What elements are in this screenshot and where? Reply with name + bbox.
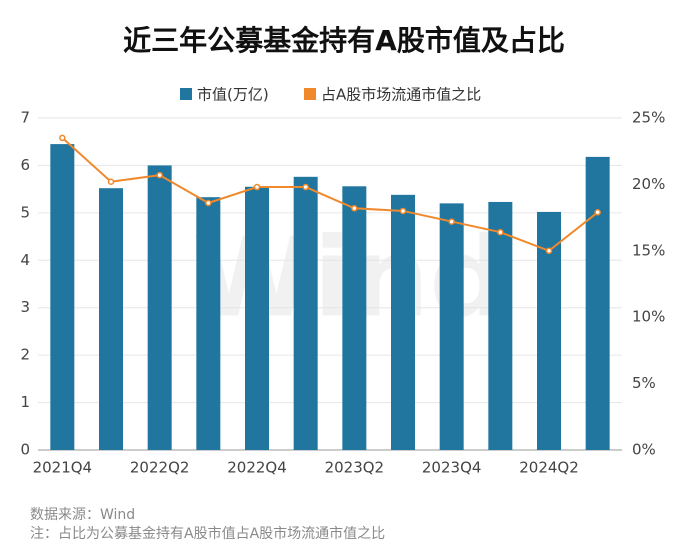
line-marker [253, 183, 261, 191]
bar [585, 156, 610, 451]
line-marker [205, 199, 212, 207]
line-marker [594, 209, 601, 216]
footnote: 注：占比为公募基金持有A股市值占A股市场流通市值之比 [30, 525, 385, 542]
bar [50, 144, 75, 451]
line-marker [302, 183, 309, 191]
x-tick-label: 2024Q2 [519, 459, 579, 477]
line-marker [545, 247, 553, 255]
y-tick-label: 4 [20, 251, 30, 269]
x-tick-label: 2023Q2 [325, 459, 385, 477]
y2-tick-label: 20% [632, 175, 665, 193]
bar [439, 203, 464, 450]
line [61, 137, 599, 252]
y-tick-label: 3 [20, 298, 30, 316]
legend-label: 占A股市场流通市值之比 [321, 86, 481, 104]
line-marker [107, 178, 115, 185]
bar [488, 201, 513, 450]
bar [342, 186, 367, 450]
bar [293, 176, 318, 450]
legend-label: 市值(万亿) [197, 86, 269, 104]
line-marker [351, 205, 358, 212]
x-tick-label: 2022Q2 [130, 459, 190, 477]
y-tick-label: 6 [20, 156, 30, 174]
y2-tick-label: 0% [632, 441, 656, 459]
line-marker [59, 134, 66, 142]
line-marker [156, 171, 163, 179]
bar [147, 165, 172, 450]
chart-title: 近三年公募基金持有A股市值及占比 [123, 24, 565, 57]
x-tick-label: 2023Q4 [422, 459, 482, 477]
x-tick-label: 2021Q4 [33, 459, 93, 477]
line-marker [448, 218, 455, 225]
source-note: 数据来源：Wind [30, 507, 135, 523]
y-tick-label: 2 [20, 346, 30, 364]
bar [196, 197, 221, 450]
bar [391, 194, 415, 450]
legend-swatch [304, 88, 316, 100]
y-tick-label: 0 [20, 441, 30, 459]
legend-swatch [180, 88, 192, 100]
bar [245, 186, 269, 450]
y-tick-label: 1 [20, 393, 30, 411]
y-tick-label: 5 [20, 203, 30, 221]
y-tick-label: 7 [20, 109, 30, 127]
y2-tick-label: 15% [632, 241, 665, 259]
line-marker [399, 207, 407, 215]
bar [99, 188, 123, 451]
y2-tick-label: 5% [632, 374, 656, 392]
y2-tick-label: 10% [632, 308, 665, 326]
line-marker [497, 228, 504, 236]
y2-tick-label: 25% [632, 109, 665, 127]
x-tick-label: 2022Q4 [227, 459, 287, 477]
